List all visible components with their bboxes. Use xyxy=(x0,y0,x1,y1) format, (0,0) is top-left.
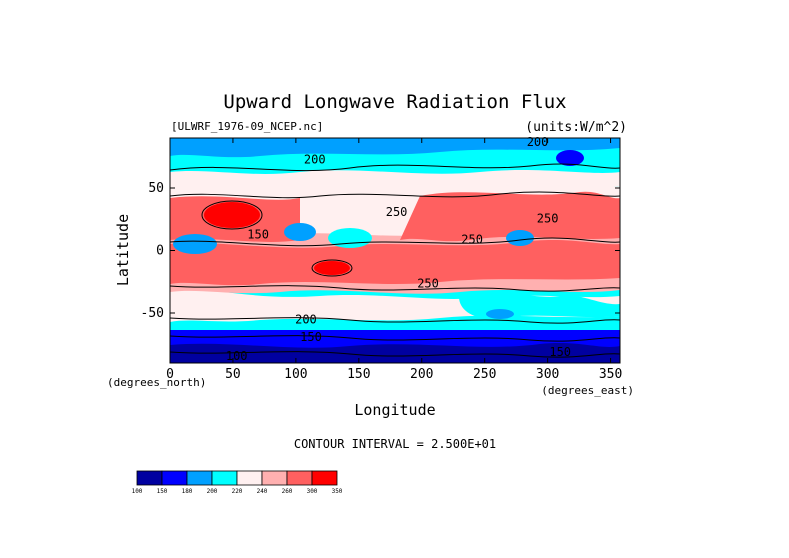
svg-text:200: 200 xyxy=(295,313,317,327)
svg-text:250: 250 xyxy=(386,205,408,219)
colorbar-swatch xyxy=(161,470,188,486)
cold-patch-america xyxy=(506,230,534,246)
colorbar-swatch xyxy=(261,470,288,486)
colorbar-swatch xyxy=(236,470,263,486)
y-unit-label: (degrees_north) xyxy=(107,376,206,389)
colorbar-label: 350 xyxy=(332,488,343,495)
contour-label: 150 xyxy=(300,330,322,344)
heatmap-field xyxy=(170,138,620,363)
contour-label: 250 xyxy=(417,276,439,290)
contour-label: 150 xyxy=(247,228,269,242)
svg-text:150: 150 xyxy=(549,345,571,359)
colorbar-label: 150 xyxy=(157,488,168,495)
contour-label: 200 xyxy=(527,135,549,149)
x-tick-label: 200 xyxy=(410,367,433,382)
svg-text:250: 250 xyxy=(461,233,483,247)
contour-label: 250 xyxy=(537,211,559,225)
x-tick-label: 100 xyxy=(284,367,307,382)
svg-text:150: 150 xyxy=(300,330,322,344)
band-north-pink xyxy=(170,170,620,192)
x-tick-label: 0 xyxy=(166,367,174,382)
x-unit-label: (degrees_east) xyxy=(541,384,634,397)
cold-spot-arctic xyxy=(556,150,584,166)
band-tropics-core xyxy=(170,240,620,286)
contour-interval: CONTOUR INTERVAL = 2.500E+01 xyxy=(294,437,496,451)
contour-label: 250 xyxy=(386,205,408,219)
x-axis-title: Longitude xyxy=(354,401,435,419)
y-axis: -50 0 50 xyxy=(141,181,620,321)
x-tick-label: 50 xyxy=(225,367,241,382)
colorbar-label: 100 xyxy=(132,488,143,495)
colorbar-label: 300 xyxy=(307,488,318,495)
cold-patch-pacific xyxy=(328,228,372,248)
contour-label: 150 xyxy=(549,345,571,359)
source-label: [ULWRF_1976-09_NCEP.nc] xyxy=(171,120,323,133)
x-axis: 0 50 100 150 200 250 300 350 xyxy=(166,138,622,382)
units-label: (units:W/m^2) xyxy=(525,120,627,135)
svg-text:250: 250 xyxy=(537,211,559,225)
colorbar-swatch xyxy=(186,470,213,486)
colorbar-swatch xyxy=(286,470,313,486)
contour-line xyxy=(170,285,620,292)
contour-line xyxy=(170,317,620,324)
hot-spot-sahara xyxy=(204,202,260,228)
y-tick-label: 0 xyxy=(156,244,164,259)
y-tick-label: 50 xyxy=(148,181,164,196)
colorbar-label: 260 xyxy=(282,488,293,495)
band-north-warm-east xyxy=(400,191,620,242)
contour-line xyxy=(170,335,620,342)
contour-lines xyxy=(170,163,620,358)
x-tick-label: 250 xyxy=(473,367,496,382)
chart-title: Upward Longwave Radiation Flux xyxy=(223,91,566,113)
contour-label: 100 xyxy=(226,349,248,363)
colorbar-swatch xyxy=(211,470,238,486)
colorbar-swatch xyxy=(136,470,163,486)
contour-label: 250 xyxy=(461,233,483,247)
contour-label: 200 xyxy=(304,153,326,167)
x-tick-label: 150 xyxy=(347,367,370,382)
y-tick-label: -50 xyxy=(141,306,164,321)
x-tick-label: 300 xyxy=(536,367,559,382)
contour-line xyxy=(170,237,620,247)
colorbar-swatch xyxy=(311,470,338,486)
contour-line xyxy=(170,191,620,199)
colorbar-label: 180 xyxy=(182,488,193,495)
svg-text:200: 200 xyxy=(304,153,326,167)
svg-text:250: 250 xyxy=(417,276,439,290)
contour-line xyxy=(170,163,620,172)
colorbar-label: 220 xyxy=(232,488,243,495)
band-antarctic xyxy=(170,343,620,363)
svg-text:100: 100 xyxy=(226,349,248,363)
colorbar-label: 240 xyxy=(257,488,268,495)
band-north-cold xyxy=(170,138,620,158)
cold-patch-africa xyxy=(173,234,217,254)
cold-patch-southern-ocean xyxy=(486,309,514,319)
contour-line xyxy=(201,200,263,230)
hot-spot-south-tropics xyxy=(314,261,350,275)
colorbar-label: 200 xyxy=(207,488,218,495)
contour-label: 200 xyxy=(295,313,317,327)
x-tick-label: 350 xyxy=(599,367,622,382)
contour-labels: 200 200 250 250 250 250 200 150 100 150 150 xyxy=(226,135,571,363)
y-axis-title: Latitude xyxy=(114,214,132,286)
colorbar: 100 150 180 200 220 240 260 300 350 xyxy=(132,470,343,495)
cold-patch-maritime xyxy=(284,223,316,241)
svg-text:200: 200 xyxy=(527,135,549,149)
contour-line xyxy=(311,259,353,277)
contour-line xyxy=(170,351,620,358)
svg-text:150: 150 xyxy=(247,228,269,242)
